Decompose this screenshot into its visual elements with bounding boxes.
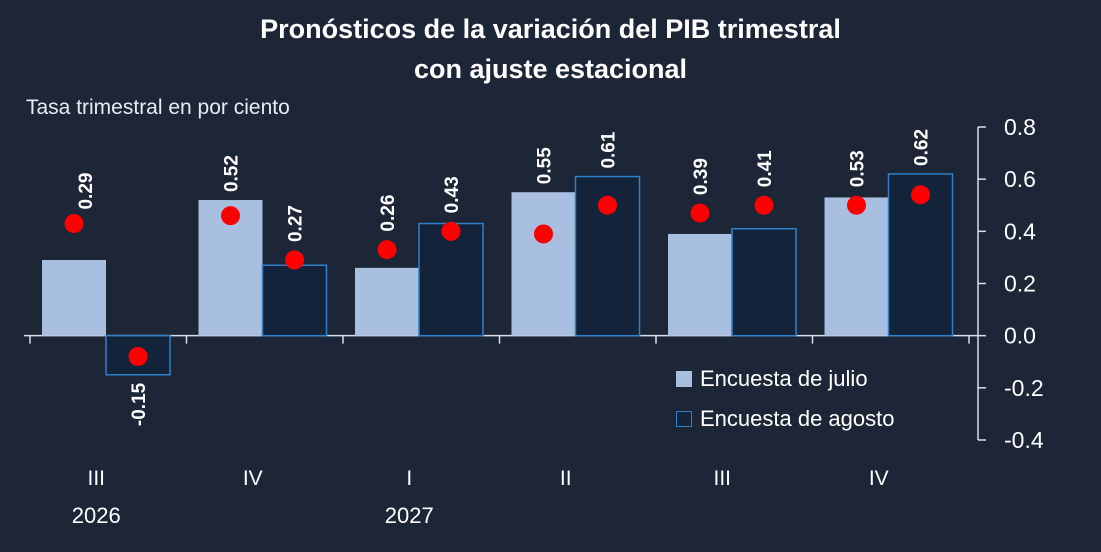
data-label-julio-2: 0.26 (378, 195, 399, 232)
chart-title-line-2: con ajuste estacional (413, 54, 688, 84)
bar-julio-3 (511, 192, 576, 336)
y-tick-label-6: -0.4 (1004, 427, 1044, 453)
dot-julio-3 (534, 224, 553, 244)
dot-julio-0 (64, 214, 84, 234)
dot-agosto-1 (285, 250, 304, 270)
bar-julio-2 (355, 267, 419, 336)
data-label-agosto-1: 0.27 (286, 205, 307, 242)
bar-agosto-1 (261, 264, 328, 337)
data-label-julio-4: 0.39 (691, 158, 712, 195)
category-label-3: II (560, 467, 572, 490)
year-label-2: 2027 (385, 503, 434, 528)
year-label-0: 2026 (72, 503, 121, 528)
legend-swatch-august (676, 411, 692, 427)
bar-julio-5 (824, 197, 889, 336)
dot-julio-4 (690, 203, 710, 223)
category-label-0: III (87, 467, 105, 490)
data-label-julio-dot-0: 0.29 (76, 173, 97, 210)
data-label-julio-3: 0.55 (535, 147, 556, 184)
chart-title-line-1: Pronósticos de la variación del PIB trim… (260, 14, 841, 44)
y-axis-label: Tasa trimestral en por ciento (26, 96, 290, 119)
y-tick-label-3: 0.2 (1004, 271, 1036, 297)
bar-julio-4 (668, 233, 732, 336)
data-label-agosto-4: 0.41 (755, 150, 776, 187)
category-label-4: III (713, 467, 731, 490)
bar-agosto-4 (731, 227, 797, 337)
dot-julio-1 (221, 206, 240, 226)
category-label-2: I (406, 467, 412, 490)
legend-item-august: Encuesta de agosto (676, 406, 894, 432)
data-label-agosto-5: 0.62 (912, 129, 933, 166)
bar-agosto-2 (418, 222, 484, 337)
y-tick-label-2: 0.4 (1004, 218, 1036, 244)
dot-agosto-2 (441, 221, 461, 241)
legend-item-july: Encuesta de julio (676, 366, 868, 392)
dot-julio-2 (377, 240, 397, 260)
data-label-julio-5: 0.53 (848, 150, 869, 187)
legend-label-july: Encuesta de julio (700, 366, 868, 391)
data-label-agosto-0: -0.15 (129, 382, 150, 426)
bar-julio-0 (42, 260, 106, 336)
dot-agosto-4 (754, 195, 774, 215)
y-tick-label-4: 0.0 (1004, 323, 1036, 349)
legend-label-august: Encuesta de agosto (700, 406, 895, 431)
dot-agosto-5 (911, 185, 930, 205)
y-tick-label-5: -0.2 (1004, 375, 1044, 401)
y-tick-label-1: 0.6 (1004, 166, 1036, 192)
data-label-agosto-2: 0.43 (442, 176, 463, 213)
y-tick-label-0: 0.8 (1004, 114, 1036, 140)
dot-agosto-3 (598, 195, 617, 215)
category-label-5: IV (869, 467, 889, 490)
data-label-julio-1: 0.52 (222, 155, 243, 192)
dot-agosto-0 (128, 347, 148, 367)
dot-julio-5 (847, 195, 866, 215)
category-label-1: IV (243, 467, 263, 490)
data-label-agosto-3: 0.61 (599, 131, 620, 168)
legend-swatch-july (676, 371, 692, 387)
